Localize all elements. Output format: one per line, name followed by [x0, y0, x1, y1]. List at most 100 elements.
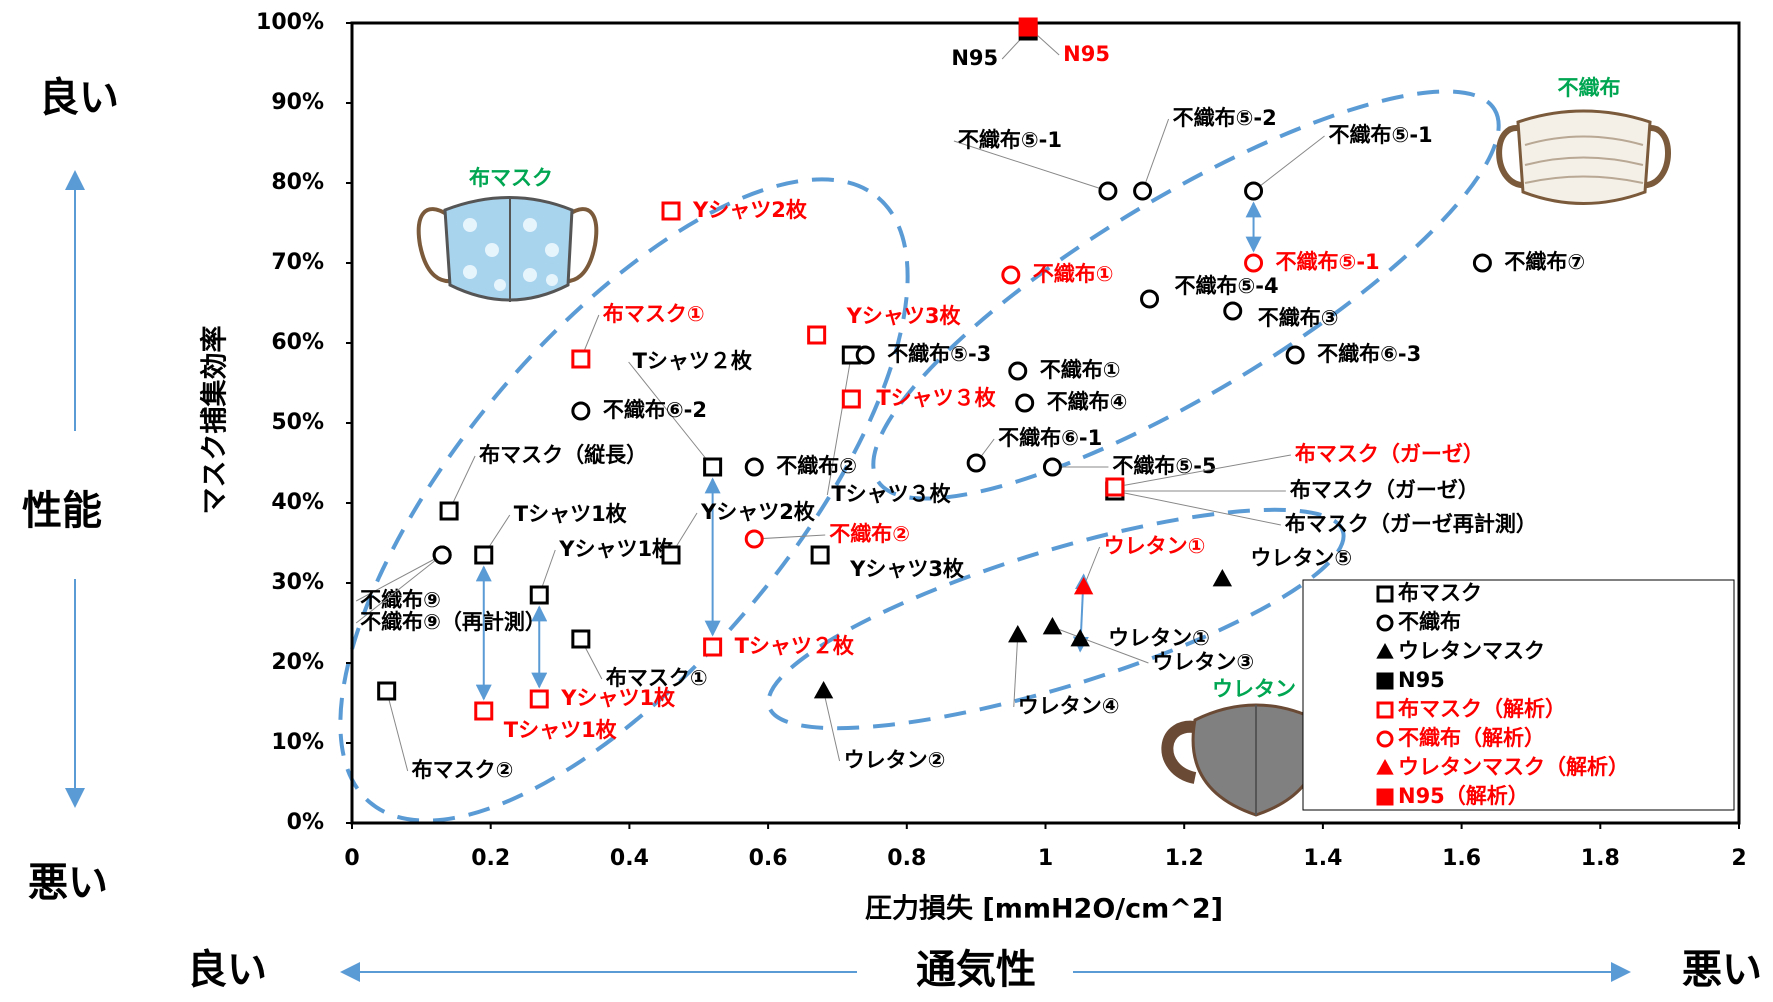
legend-label: 不織布（解析） — [1398, 726, 1545, 750]
point — [1042, 616, 1063, 635]
point — [571, 401, 591, 421]
point-label: 不織布⑤-1 — [958, 128, 1062, 152]
point-label: Tシャツ1枚 — [514, 502, 628, 526]
legend-marker — [1376, 642, 1394, 659]
point-label: 不織布⑦ — [1504, 250, 1585, 274]
nonwoven-region — [871, 89, 1501, 501]
point-label: Tシャツ３枚 — [876, 386, 996, 410]
legend-label: ウレタンマスク — [1398, 639, 1545, 663]
x-tick-label: 1.8 — [1581, 846, 1620, 871]
legend-label: ウレタンマスク（解析） — [1398, 755, 1629, 779]
y-tick-label: 50% — [271, 410, 324, 435]
point-label: 不織布② — [776, 454, 857, 478]
point-label: 不織布⑤-4 — [1175, 274, 1279, 298]
leader-line — [1142, 118, 1170, 192]
point — [432, 545, 452, 565]
point-label: ウレタン⑤ — [1250, 546, 1352, 570]
point-label: 布マスク② — [412, 758, 514, 782]
point-label: Yシャツ3枚 — [849, 557, 965, 581]
point — [1018, 17, 1038, 37]
legend-label: N95 — [1398, 668, 1445, 692]
point-label: Tシャツ２枚 — [735, 634, 855, 658]
leader-line — [1114, 490, 1281, 526]
leader-line — [1114, 454, 1291, 488]
point-label: 不織布⑤-2 — [1173, 106, 1277, 130]
x-axis-label: 圧力損失 [mmH2O/cm^2] — [865, 894, 1223, 925]
y-tick-label: 0% — [287, 810, 324, 835]
point — [807, 325, 827, 345]
y-tick-label: 90% — [271, 90, 324, 115]
point-label: 不織布② — [829, 522, 910, 546]
legend-marker — [1376, 788, 1394, 806]
point-label: N95 — [951, 46, 998, 70]
point — [1001, 265, 1021, 285]
x-tick-label: 0.4 — [610, 846, 649, 871]
leader-line — [628, 361, 714, 468]
point-label: 不織布⑤-3 — [887, 342, 991, 366]
point — [571, 629, 591, 649]
regions — [338, 89, 1501, 823]
point-label: 不織布⑤-1 — [1276, 250, 1380, 274]
point-label: ウレタン① — [1104, 534, 1206, 558]
x-tick-label: 0.2 — [471, 846, 510, 871]
leader-line — [826, 354, 852, 496]
point — [661, 545, 681, 565]
cloth-region — [338, 177, 910, 823]
y-tick-label: 100% — [256, 10, 324, 35]
nonwoven-mask-illustration — [1496, 109, 1671, 205]
point — [1212, 568, 1233, 587]
leader-line — [355, 554, 443, 602]
point-label: 布マスク（縦長） — [479, 443, 647, 467]
point-label: Tシャツ1枚 — [504, 718, 618, 742]
y-tick-label: 30% — [271, 570, 324, 595]
x-tick-label: 1 — [1038, 846, 1053, 871]
point-label: 不織布⑥-2 — [603, 398, 707, 422]
side-arrows — [65, 170, 1631, 982]
point-label: 布マスク（ガーゼ再計測） — [1285, 512, 1537, 536]
point-label: ウレタン① — [1108, 626, 1210, 650]
illustration-label: 不織布 — [1558, 76, 1621, 100]
point-label: 不織布⑥-3 — [1317, 342, 1421, 366]
point-label: 不織布① — [1040, 358, 1121, 382]
illustration-label: 布マスク — [469, 166, 553, 190]
leader-line — [386, 690, 409, 772]
leader-line — [1253, 135, 1325, 192]
point — [1285, 345, 1305, 365]
point — [1098, 181, 1118, 201]
point — [1008, 361, 1028, 381]
point-label: Yシャツ2枚 — [692, 198, 808, 222]
point-label: 布マスク① — [606, 666, 708, 690]
cloth-mask-illustration — [416, 196, 599, 302]
x-tick-label: 1.6 — [1442, 846, 1481, 871]
point-label: 不織布① — [1033, 262, 1114, 286]
point — [1472, 253, 1492, 273]
point-label: 不織布⑤-5 — [1112, 454, 1216, 478]
point-label: ウレタン④ — [1018, 694, 1120, 718]
y-axis-label: マスク捕集効率 — [199, 326, 231, 515]
x-mid: 通気性 — [916, 947, 1036, 993]
point — [474, 701, 494, 721]
x-tick-label: 1.4 — [1303, 846, 1342, 871]
legend-label: N95（解析） — [1398, 784, 1529, 808]
y-bad: 悪い — [28, 860, 108, 906]
point — [529, 689, 549, 709]
y-good: 良い — [39, 75, 119, 121]
point — [703, 637, 723, 657]
x-tick-label: 0 — [344, 846, 359, 871]
x-tick-label: 2 — [1731, 846, 1746, 871]
legend-label: 布マスク（解析） — [1398, 697, 1566, 721]
point — [703, 457, 723, 477]
leader-line — [1013, 634, 1019, 708]
point — [1008, 624, 1028, 643]
x-bad: 悪い — [1682, 947, 1762, 993]
urethane-region — [766, 507, 1346, 731]
point — [1070, 628, 1090, 647]
point — [744, 457, 764, 477]
point-label: Yシャツ2枚 — [700, 500, 816, 524]
point-label: 布マスク（ガーゼ） — [1295, 442, 1484, 466]
legend-marker — [1376, 730, 1394, 748]
point — [744, 529, 764, 549]
point — [474, 545, 494, 565]
point-label: 布マスク① — [603, 302, 705, 326]
